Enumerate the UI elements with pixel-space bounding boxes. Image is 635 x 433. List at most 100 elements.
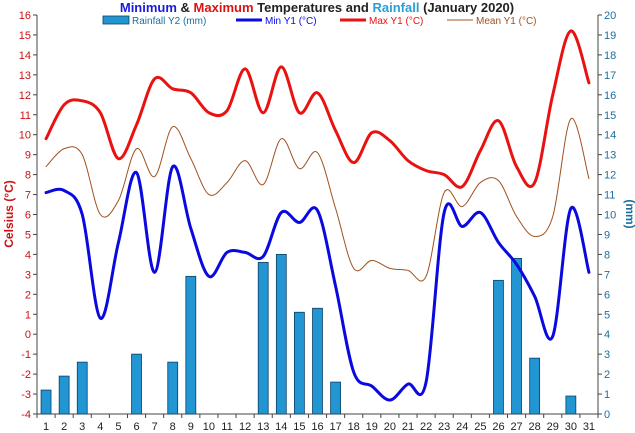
x-tick-label: 27 [510,421,522,433]
x-tick-label: 30 [565,421,577,433]
rainfall-bar [330,381,341,415]
rainfall-bars [40,253,577,415]
x-tick-label: 8 [170,421,176,433]
y-right-tick-label: 13 [604,150,616,162]
chart-title-part: Temperatures and [254,0,373,15]
chart-title-part: (January 2020) [419,0,514,15]
x-tick-label: 23 [438,421,450,433]
y-right-tick-label: 10 [604,210,616,222]
rainfall-bar [257,261,269,415]
y-right-tick-label: 16 [604,90,616,102]
rainfall-bar [312,307,323,415]
x-tick-label: 6 [133,421,139,433]
y-right-tick-label: 0 [604,409,610,421]
y-left-tick-label: 8 [25,170,31,182]
x-tick-label: 1 [43,421,49,433]
x-tick-label: 9 [188,421,194,433]
y-left-tick-label: 7 [25,190,31,202]
rainfall-bar [565,395,577,415]
y-right-tick-label: 17 [604,70,616,82]
y-left-tick-label: 16 [19,10,31,22]
y-right-tick-label: 12 [604,170,616,182]
y-left-tick-label: -1 [21,349,31,361]
x-tick-label: 25 [474,421,486,433]
y-right-tick-label: 9 [604,229,610,241]
x-tick-label: 28 [529,421,541,433]
x-tick-label: 29 [547,421,559,433]
y-right-tick-label: 18 [604,50,616,62]
x-tick-label: 15 [293,421,305,433]
y-left-tick-label: -3 [21,389,31,401]
y-right-tick-label: 19 [604,30,616,42]
rainfall-bar [167,361,179,415]
y-left-tick-label: 3 [25,269,31,281]
y-left-tick-label: 15 [19,30,31,42]
y-right-tick-label: 1 [604,389,610,401]
y-left-tick-label: 2 [25,289,31,301]
x-tick-label: 5 [115,421,121,433]
legend: Rainfall Y2 (mm) Min Y1 (°C) Max Y1 (°C) Me… [102,15,537,27]
chart-title: Minimum & Maximum Temperatures and Rainf… [120,0,514,15]
rainfall-bar [40,389,52,415]
axes: -4-3-2-101234567891011121314151601234567… [19,10,617,433]
legend-label: Mean Y1 (°C) [476,16,537,27]
y-right-tick-label: 11 [604,190,615,202]
x-tick-label: 26 [492,421,504,433]
y-left-tick-label: 12 [19,90,31,102]
chart-title-part: Minimum [120,0,177,15]
y-axis-left-label: Celsius (°C) [2,180,16,247]
x-tick-label: 21 [402,421,414,433]
y-left-tick-label: 10 [19,130,31,142]
y-left-tick-label: 13 [19,70,31,82]
y-left-tick-label: 4 [25,249,31,261]
y-left-tick-label: 14 [19,50,31,62]
temperature-lines [44,29,591,402]
x-tick-label: 16 [311,421,323,433]
x-tick-label: 10 [203,421,215,433]
x-tick-label: 17 [329,421,341,433]
rainfall-bar [76,361,88,415]
mean-temperature-line [45,118,590,282]
y-right-tick-label: 20 [604,10,616,22]
min-temperature-line [44,164,591,402]
x-tick-label: 13 [257,421,269,433]
x-tick-label: 14 [275,421,287,433]
y-right-tick-label: 6 [604,289,610,301]
rainfall-bar [529,357,541,415]
y-right-tick-label: 3 [604,349,610,361]
x-tick-label: 20 [384,421,396,433]
rainfall-bar [294,311,305,415]
x-tick-label: 11 [221,421,232,433]
x-tick-label: 7 [152,421,158,433]
rainfall-bar [131,353,142,415]
y-left-tick-label: 0 [25,329,31,341]
y-left-tick-label: 6 [25,210,31,222]
x-tick-label: 31 [583,421,595,433]
x-tick-label: 18 [348,421,360,433]
x-tick-label: 12 [239,421,251,433]
legend-label: Max Y1 (°C) [369,16,423,27]
legend-label: Rainfall Y2 (mm) [132,16,206,27]
chart-title-part: Rainfall [372,0,419,15]
y-right-tick-label: 5 [604,309,610,321]
y-left-tick-label: -4 [21,409,31,421]
legend-swatch-rainfall [102,15,130,25]
y-right-tick-label: 2 [604,369,610,381]
rainfall-bar [493,279,504,415]
y-left-tick-label: 11 [20,110,31,122]
y-right-tick-label: 14 [604,130,616,142]
y-right-tick-label: 8 [604,249,610,261]
max-temperature-line [44,29,591,189]
y-axis-right-label: (mm) [623,199,635,228]
y-right-tick-label: 4 [604,329,610,341]
x-tick-label: 4 [97,421,103,433]
y-right-tick-label: 7 [604,269,610,281]
y-left-tick-label: 5 [25,229,31,241]
x-tick-label: 19 [366,421,378,433]
rainfall-bar [511,257,522,415]
y-left-tick-label: 9 [25,150,31,162]
rainfall-bar [275,253,287,415]
y-left-tick-label: 1 [25,309,31,321]
legend-label: Min Y1 (°C) [265,16,317,27]
